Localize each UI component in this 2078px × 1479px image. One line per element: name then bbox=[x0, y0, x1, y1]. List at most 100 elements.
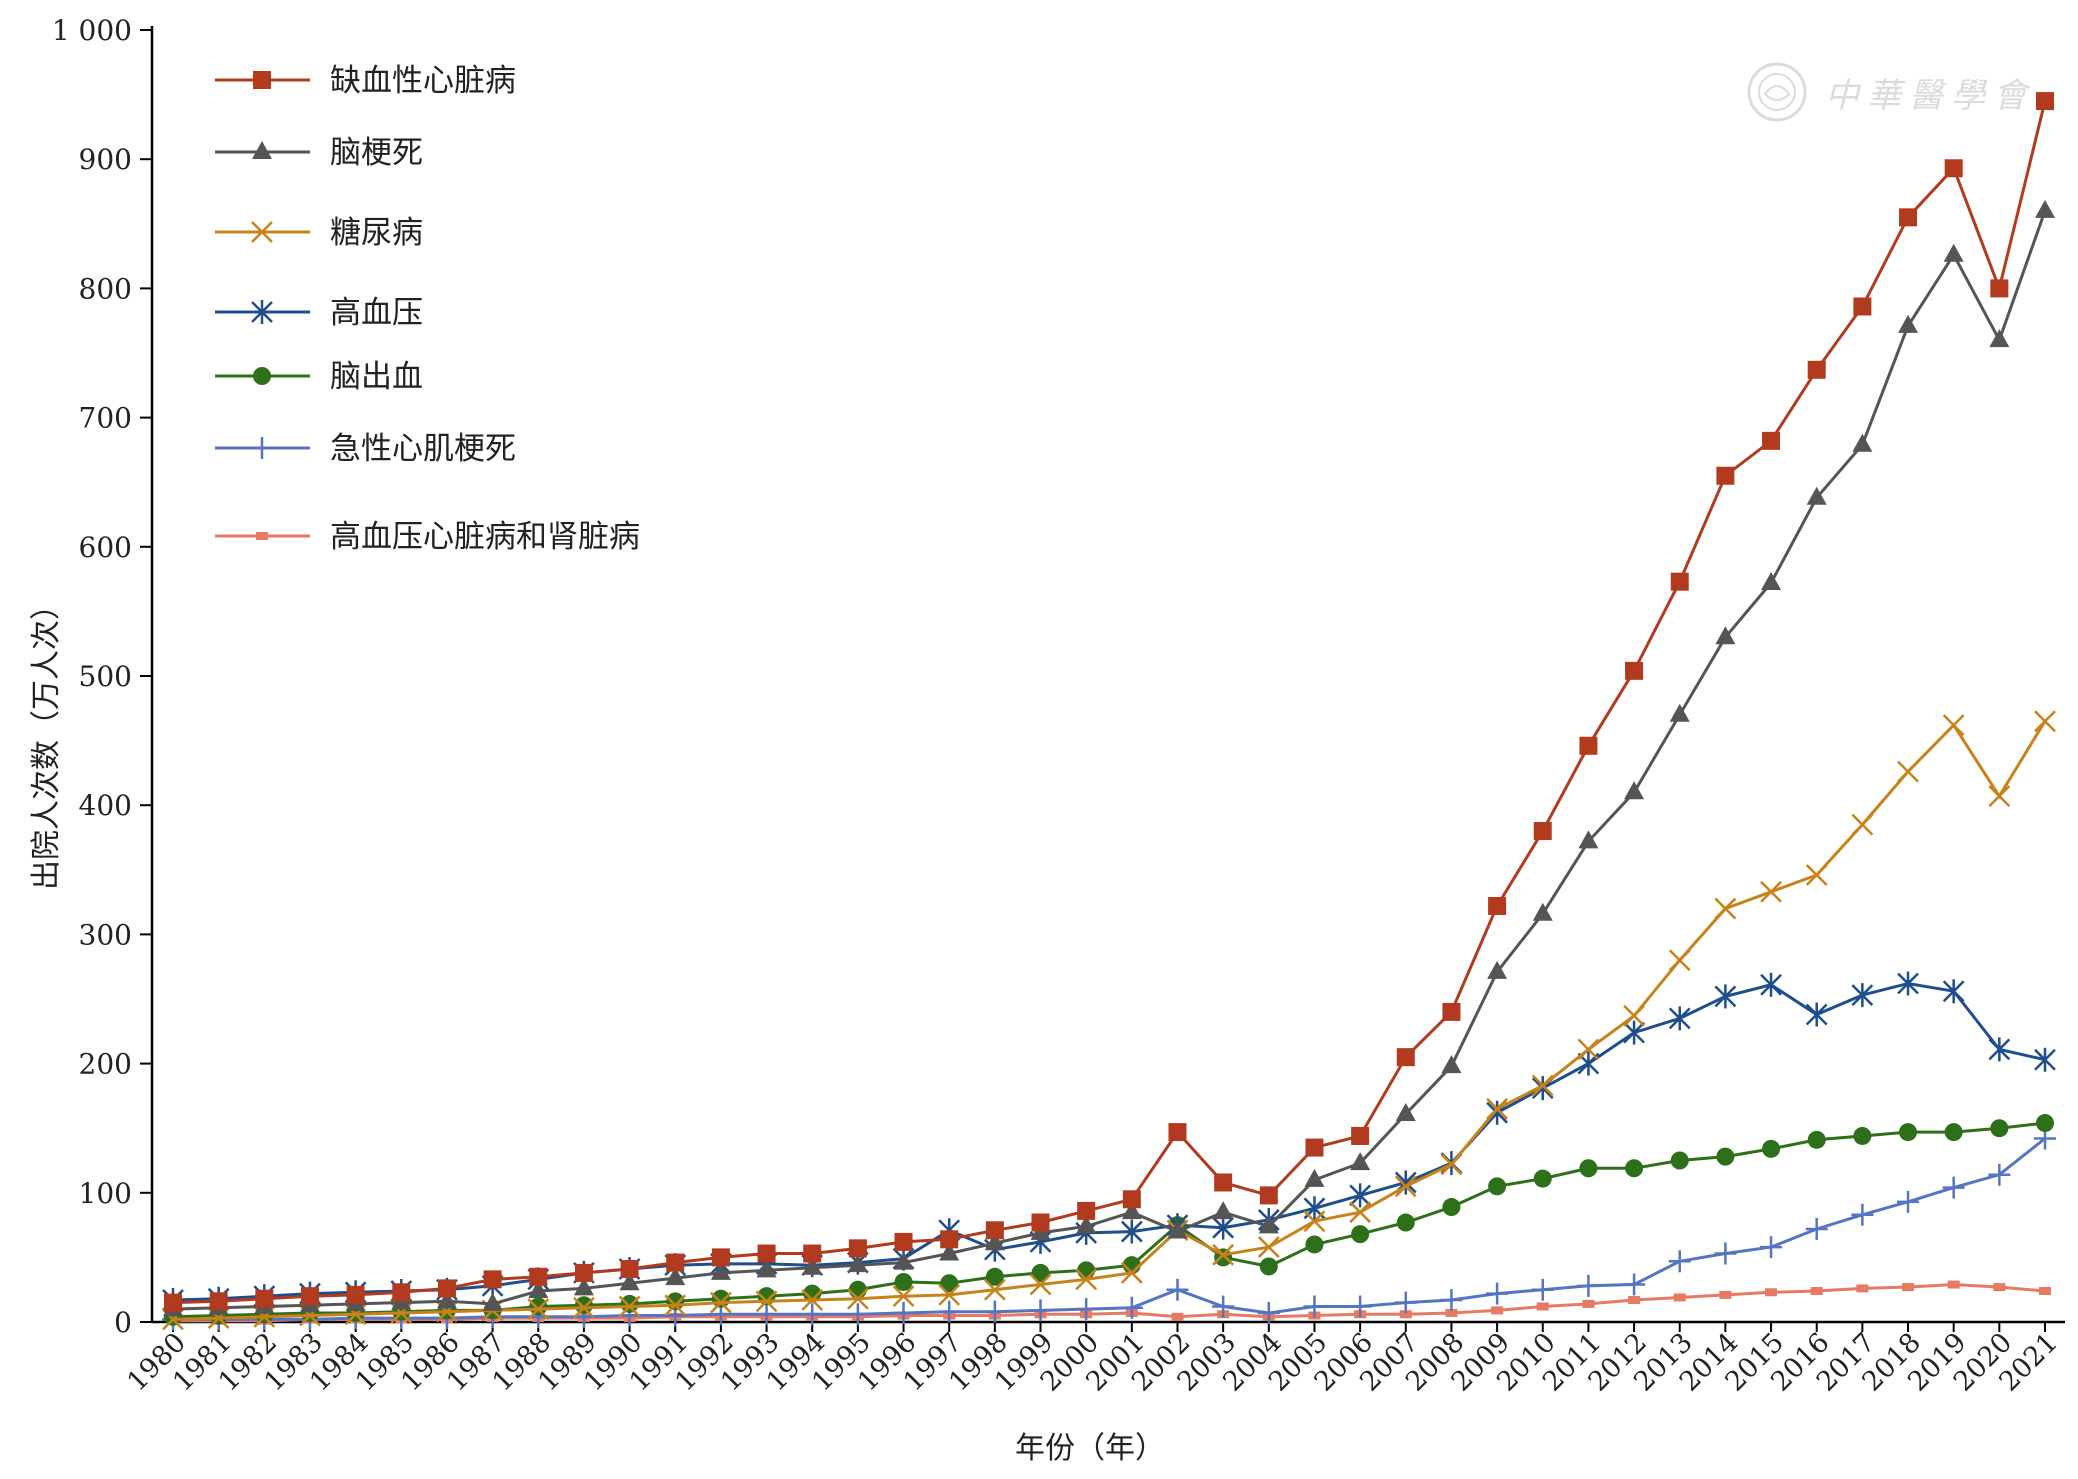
data-point bbox=[1486, 1282, 1509, 1305]
data-point bbox=[1531, 1278, 1554, 1301]
data-point bbox=[1990, 1119, 2009, 1138]
data-point bbox=[1120, 1296, 1143, 1319]
data-point bbox=[1805, 864, 1828, 886]
data-point bbox=[1077, 1201, 1096, 1220]
data-point bbox=[803, 1284, 822, 1303]
series-0 bbox=[164, 92, 2054, 1312]
data-point bbox=[529, 1297, 548, 1316]
data-point bbox=[1441, 1055, 1462, 1074]
data-point bbox=[1897, 760, 1919, 783]
data-point bbox=[985, 1221, 1004, 1240]
data-point bbox=[940, 1230, 959, 1249]
data-point bbox=[1990, 279, 2009, 298]
watermark: 中華醫學會 bbox=[1745, 58, 2075, 128]
data-point bbox=[436, 1290, 457, 1309]
data-point bbox=[1668, 1250, 1691, 1273]
data-point bbox=[1988, 785, 2011, 808]
data-point bbox=[848, 1239, 867, 1258]
data-point bbox=[1442, 1198, 1461, 1217]
data-point bbox=[618, 1295, 641, 1318]
data-point bbox=[1531, 1074, 1554, 1097]
data-point bbox=[1810, 1286, 1823, 1295]
y-tick-label: 700 bbox=[79, 402, 132, 435]
data-point bbox=[1257, 1236, 1280, 1258]
y-tick-label: 300 bbox=[79, 918, 132, 951]
data-point bbox=[1259, 1257, 1278, 1276]
legend-entry: 高血压心脏病和肾脏病 bbox=[215, 519, 640, 555]
series-line bbox=[172, 210, 2047, 1311]
data-point bbox=[1212, 1215, 1235, 1240]
data-point bbox=[255, 1289, 274, 1308]
data-point bbox=[482, 1292, 503, 1311]
data-point bbox=[846, 1287, 869, 1310]
data-point bbox=[1212, 1243, 1235, 1266]
data-point bbox=[1898, 314, 1919, 333]
data-point bbox=[1214, 1173, 1233, 1192]
data-point bbox=[1445, 1308, 1458, 1317]
data-point bbox=[1993, 1283, 2006, 1292]
data-point bbox=[1851, 1203, 1874, 1226]
data-point bbox=[1719, 1290, 1732, 1299]
data-point bbox=[1305, 1138, 1324, 1157]
data-point bbox=[892, 1301, 915, 1324]
data-point bbox=[620, 1294, 639, 1313]
data-point bbox=[892, 1285, 915, 1308]
data-point bbox=[573, 1296, 595, 1319]
data-point bbox=[938, 1300, 961, 1323]
data-point bbox=[1805, 1217, 1828, 1240]
data-point bbox=[1303, 1196, 1326, 1221]
data-point bbox=[1076, 1215, 1097, 1234]
data-point bbox=[1944, 159, 1963, 178]
data-point bbox=[1351, 1126, 1370, 1145]
data-point bbox=[1714, 984, 1737, 1009]
data-point bbox=[1536, 1302, 1549, 1311]
watermark-text: 中華醫學會 bbox=[1825, 76, 2035, 116]
data-point bbox=[1670, 572, 1689, 591]
data-point bbox=[1303, 1210, 1326, 1233]
data-point bbox=[940, 1274, 959, 1293]
data-point bbox=[1714, 897, 1737, 920]
data-point bbox=[1853, 297, 1872, 316]
data-point bbox=[984, 1232, 1005, 1251]
data-point bbox=[1579, 736, 1598, 755]
data-point bbox=[983, 1278, 1006, 1301]
data-point bbox=[985, 1267, 1004, 1286]
data-point bbox=[346, 1285, 365, 1304]
data-point bbox=[2034, 1047, 2056, 1072]
data-point bbox=[1582, 1299, 1595, 1308]
data-point bbox=[710, 1261, 731, 1280]
legend-label: 糖尿病 bbox=[330, 215, 423, 251]
data-point bbox=[711, 1248, 730, 1267]
data-point bbox=[1487, 960, 1508, 979]
data-point bbox=[574, 1263, 593, 1282]
data-point bbox=[1853, 1126, 1872, 1145]
data-point bbox=[1399, 1310, 1412, 1319]
data-point bbox=[1166, 1278, 1189, 1301]
data-point bbox=[437, 1279, 456, 1298]
data-point bbox=[1031, 1263, 1050, 1282]
data-point bbox=[1760, 880, 1782, 903]
data-point bbox=[483, 1270, 502, 1289]
data-point bbox=[1396, 1048, 1415, 1067]
data-point bbox=[1761, 571, 1782, 590]
data-point bbox=[803, 1244, 822, 1263]
data-point bbox=[2035, 199, 2055, 218]
data-point bbox=[1806, 486, 1827, 505]
data-point bbox=[1902, 1283, 1915, 1292]
data-point bbox=[1805, 1002, 1828, 1027]
data-point bbox=[1442, 1002, 1461, 1021]
data-point bbox=[939, 1242, 960, 1261]
y-tick-label: 900 bbox=[79, 143, 132, 176]
data-point bbox=[1578, 830, 1599, 849]
data-point bbox=[846, 1303, 869, 1326]
y-tick-label: 800 bbox=[79, 272, 132, 305]
data-point bbox=[1851, 983, 1874, 1008]
data-point bbox=[1029, 1299, 1052, 1322]
y-tick-label: 200 bbox=[79, 1048, 132, 1081]
data-point bbox=[1856, 1284, 1869, 1293]
data-point bbox=[1715, 626, 1736, 645]
data-point bbox=[1257, 1301, 1280, 1324]
data-point bbox=[619, 1272, 640, 1291]
